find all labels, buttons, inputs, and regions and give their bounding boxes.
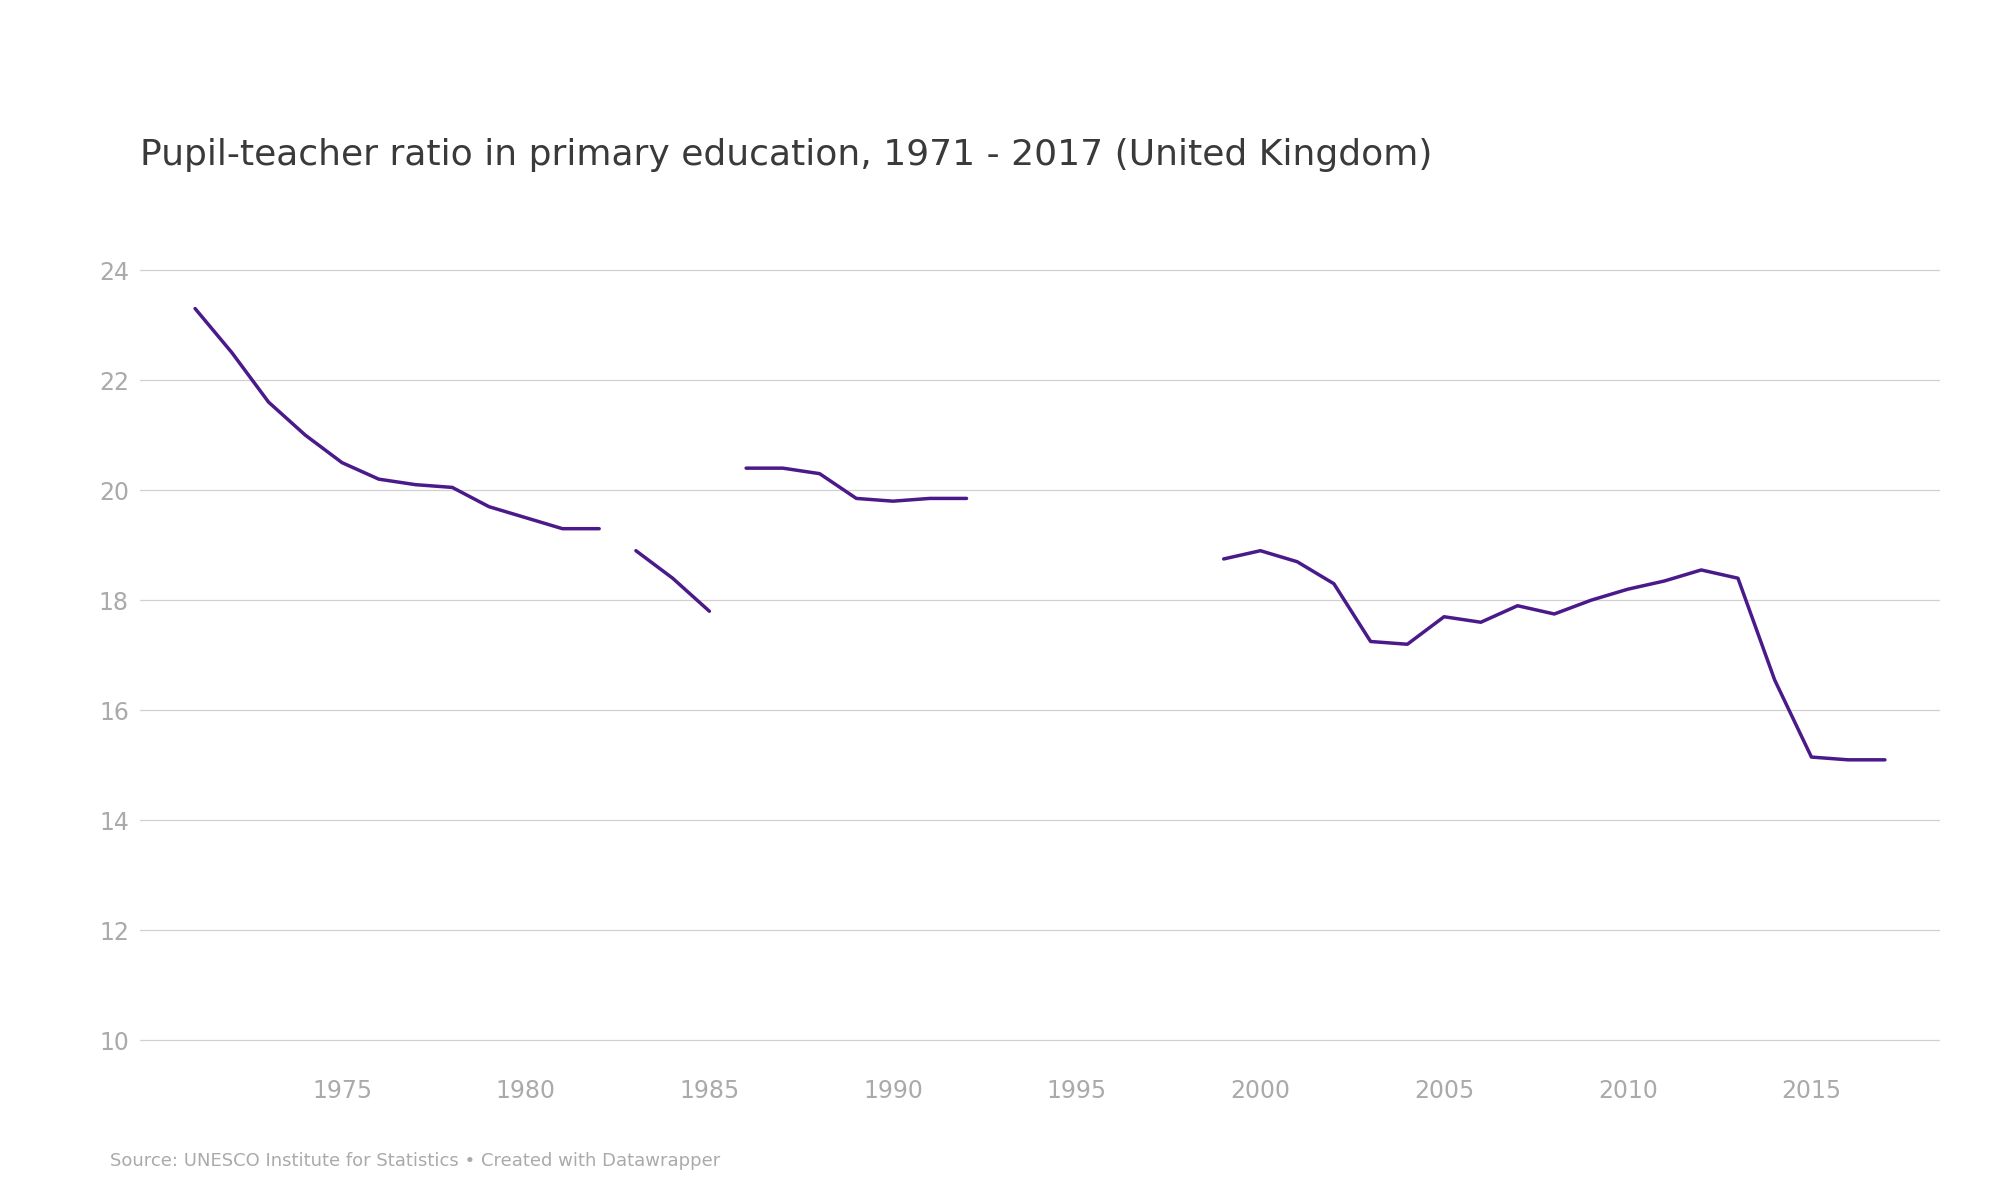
Text: Source: UNESCO Institute for Statistics • Created with Datawrapper: Source: UNESCO Institute for Statistics … bbox=[110, 1152, 720, 1170]
Text: Pupil-teacher ratio in primary education, 1971 - 2017 (United Kingdom): Pupil-teacher ratio in primary education… bbox=[140, 138, 1432, 172]
